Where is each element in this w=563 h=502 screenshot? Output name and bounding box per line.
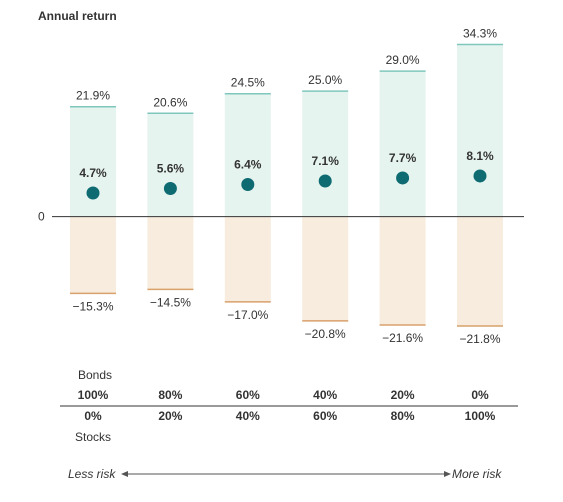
bonds-percent: 0% (471, 388, 489, 402)
low-label: −21.6% (382, 331, 423, 345)
bonds-row-label: Bonds (78, 368, 112, 382)
negative-bar (147, 216, 194, 290)
average-dot (163, 181, 177, 195)
high-label: 25.0% (308, 73, 342, 87)
low-label: −14.5% (150, 295, 191, 309)
stocks-percent: 60% (313, 409, 337, 423)
labels-layer: 21.9% −15.3% 4.7% 100% 0% 20.6% −14.5% 5.6% 80% 2… (72, 27, 500, 423)
average-label: 5.6% (157, 161, 185, 175)
positive-bar (457, 44, 503, 217)
more-risk-label: More risk (452, 467, 502, 481)
stocks-row-label: Stocks (75, 430, 111, 444)
positive-bar (379, 71, 426, 217)
bonds-percent: 40% (313, 388, 337, 402)
zero-axis-label: 0 (38, 210, 45, 224)
low-label: −15.3% (72, 299, 113, 313)
average-label: 4.7% (79, 166, 107, 180)
stocks-percent: 40% (236, 409, 260, 423)
stocks-percent: 0% (84, 409, 102, 423)
low-label: −20.8% (305, 327, 346, 341)
negative-bar (457, 216, 503, 326)
stocks-percent: 20% (158, 409, 182, 423)
risk-arrow-left-icon (121, 471, 128, 477)
average-dot (86, 186, 100, 200)
average-dot (318, 174, 332, 188)
average-label: 8.1% (466, 149, 494, 163)
average-dot (241, 177, 255, 191)
negative-bar (302, 216, 349, 321)
less-risk-label: Less risk (68, 467, 116, 481)
negative-bar (379, 216, 426, 325)
risk-arrow-right-icon (444, 471, 451, 477)
bonds-percent: 60% (236, 388, 260, 402)
average-label: 6.4% (234, 157, 262, 171)
chart-title: Annual return (38, 9, 117, 23)
low-label: −17.0% (227, 308, 268, 322)
average-dot (396, 171, 410, 185)
positive-bar (224, 93, 271, 217)
bonds-percent: 100% (78, 388, 109, 402)
average-label: 7.1% (312, 154, 340, 168)
negative-bar (70, 216, 116, 294)
bonds-percent: 80% (158, 388, 182, 402)
high-label: 34.3% (463, 27, 497, 41)
positive-bar (147, 113, 194, 217)
positive-bar (70, 106, 116, 217)
stocks-percent: 100% (465, 409, 496, 423)
positive-bar (302, 91, 349, 217)
high-label: 21.9% (76, 89, 110, 103)
low-label: −21.8% (459, 332, 500, 346)
average-label: 7.7% (389, 151, 417, 165)
negative-bar (224, 216, 271, 302)
high-label: 20.6% (153, 95, 187, 109)
high-label: 29.0% (386, 53, 420, 67)
bonds-percent: 20% (391, 388, 415, 402)
high-label: 24.5% (231, 76, 265, 90)
bars-layer (70, 43, 503, 327)
average-dot (473, 169, 487, 183)
stocks-percent: 80% (391, 409, 415, 423)
